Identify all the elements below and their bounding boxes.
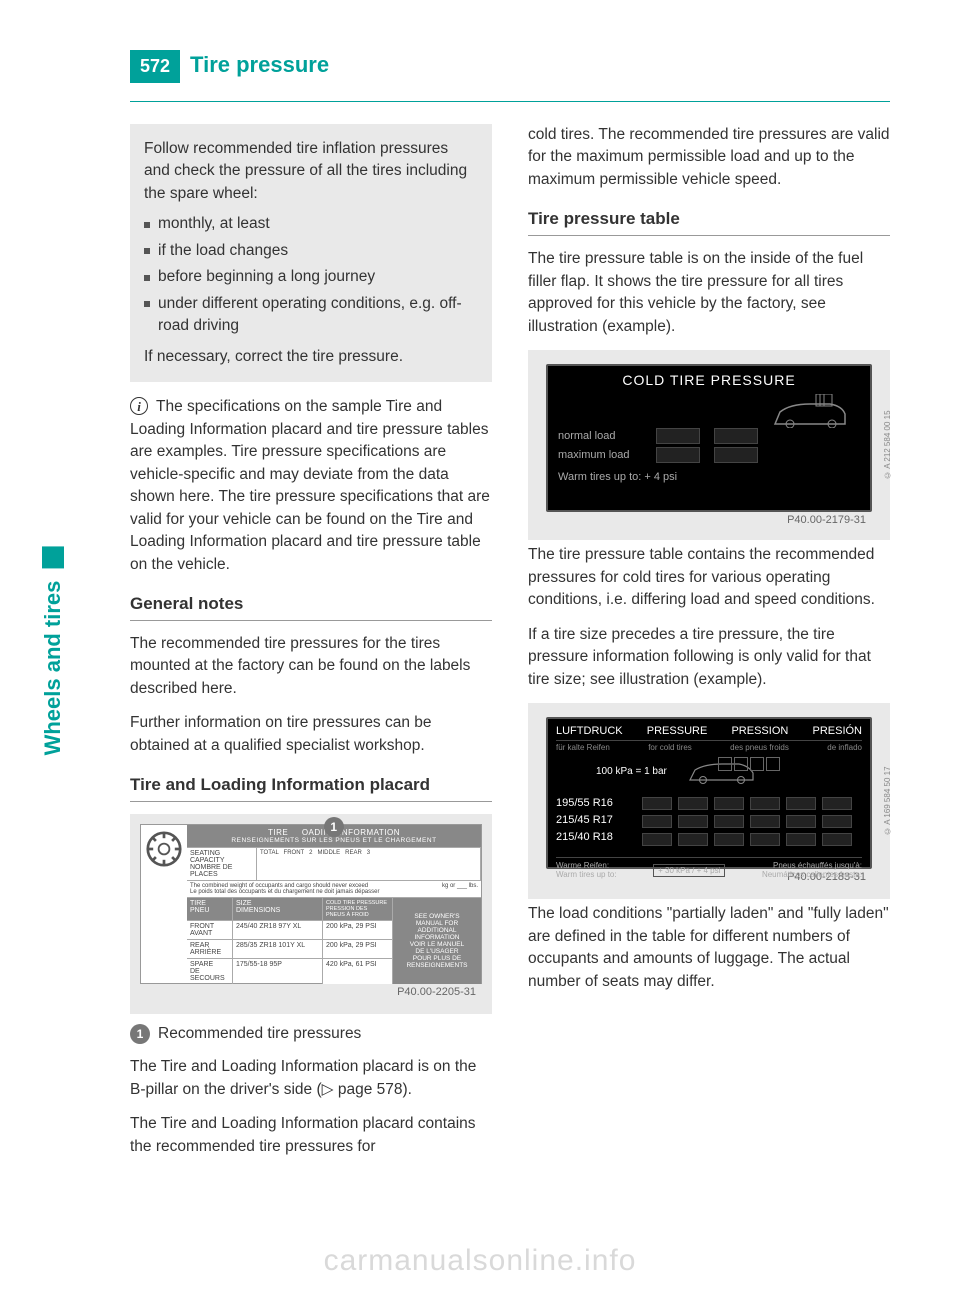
placard-title-a: TIRE — [268, 828, 288, 837]
page-ref: page 578 — [338, 1081, 403, 1098]
placard-p2: The Tire and Loading Information placard… — [130, 1113, 492, 1158]
placard-body: 1 TIRE OADING INFORMATION RENSEIGNEMENTS… — [187, 825, 481, 983]
callout-legend: 1 Recommended tire pressures — [130, 1024, 492, 1044]
placard-title-b: OADING INFORMATION — [302, 828, 400, 837]
ld-headers: LUFTDRUCK PRESSURE PRESSION PRESIÓN — [556, 725, 862, 741]
table-p1: The tire pressure table is on the inside… — [528, 248, 890, 338]
placard-subtitle: RENSEIGNEMENTS SUR LES PNEUS ET LE CHARG… — [187, 837, 481, 844]
page-header: 572 Tire pressure — [130, 50, 890, 83]
side-tab-label: Wheels and tires — [40, 581, 66, 756]
placard-graphic: 1 TIRE OADING INFORMATION RENSEIGNEMENTS… — [140, 824, 482, 984]
highlight-box: Follow recommended tire inflation pressu… — [130, 124, 492, 382]
table-p3: If a tire size precedes a tire pressure,… — [528, 624, 890, 691]
col2-intro: cold tires. The recommended tire pressur… — [528, 124, 890, 191]
ctp-footer: Warm tires up to: + 4 psi — [558, 471, 860, 483]
ld-values — [642, 792, 862, 851]
side-tab-marker — [42, 547, 64, 569]
info-text: The specifications on the sample Tire an… — [130, 398, 490, 572]
ld-grid: 195/55 R16 215/45 R17 215/40 R18 — [556, 792, 862, 851]
ld-mid: 100 kPa = 1 bar — [556, 758, 862, 784]
ctp-title: COLD TIRE PRESSURE — [558, 372, 860, 388]
ctp-value — [714, 447, 758, 463]
ctp-label: maximum load — [558, 449, 642, 461]
heading-placard: Tire and Loading Information placard — [130, 775, 492, 795]
header-rule — [130, 101, 890, 102]
col-press: COLD TIRE PRESSURE PRESSION DES PNEUS À … — [323, 898, 393, 920]
heading-rule — [130, 620, 492, 621]
placard-wheel-icon — [141, 825, 187, 983]
ctp-table: normal load maximum load — [558, 428, 860, 463]
columns: Follow recommended tire inflation pressu… — [130, 124, 890, 1170]
ld-footer: Warme Reifen: Warm tires up to: + 30 kPa… — [556, 857, 862, 879]
ctp-label: normal load — [558, 430, 642, 442]
ld-sizes: 195/55 R16 215/45 R17 215/40 R18 — [556, 792, 636, 851]
figure-copyright: © A 212 584 00 15 — [883, 411, 892, 480]
tire-size: 195/55 R16 — [556, 797, 636, 809]
figure-placard: 1 TIRE OADING INFORMATION RENSEIGNEMENTS… — [130, 814, 492, 1014]
figure-cold-tire-pressure: COLD TIRE PRESSURE normal load — [528, 350, 890, 540]
placard-seating-row: SEATING CAPACITY NOMBRE DE PLACES TOTAL … — [187, 847, 481, 880]
page: Wheels and tires 572 Tire pressure Follo… — [0, 0, 960, 1302]
placard-title: 1 TIRE OADING INFORMATION RENSEIGNEMENTS… — [187, 825, 481, 847]
figure-code: P40.00-2205-31 — [140, 984, 482, 1002]
watermark: carmanualsonline.info — [0, 1244, 960, 1278]
table-p2: The tire pressure table contains the rec… — [528, 544, 890, 611]
highlight-intro: Follow recommended tire inflation pressu… — [144, 138, 478, 205]
callout-number: 1 — [130, 1024, 150, 1044]
ld-conversion: 100 kPa = 1 bar — [596, 766, 667, 777]
placard-weight-row: The combined weight of occupants and car… — [187, 880, 481, 897]
side-tab: Wheels and tires — [40, 547, 66, 756]
page-ref-icon: ▷ — [322, 1081, 338, 1098]
ctp-value — [714, 428, 758, 444]
wheel-icon — [146, 831, 182, 867]
placard-data-rows: FRONT AVANT245/40 ZR18 97Y XL200 kPa, 29… — [187, 920, 393, 984]
callout-marker: 1 — [324, 817, 344, 837]
col-size: SIZE DIMENSIONS — [233, 898, 323, 920]
figure-pressure-table: LUFTDRUCK PRESSURE PRESSION PRESIÓN für … — [528, 703, 890, 899]
figure-copyright: © A 169 584 50 17 — [883, 767, 892, 836]
ctp-row: normal load — [558, 428, 860, 444]
ctp-value — [656, 447, 700, 463]
ld-sub: für kalte Reifen for cold tires des pneu… — [556, 743, 862, 752]
weight-line-fr: Le poids total des occupants et du charg… — [190, 889, 379, 895]
heading-general-notes: General notes — [130, 594, 492, 614]
bullet: before beginning a long journey — [144, 266, 478, 288]
general-notes-p1: The recommended tire pressures for the t… — [130, 633, 492, 700]
car-outline-icon — [770, 394, 850, 428]
ctp-value — [656, 428, 700, 444]
ld-foot-mid: + 30 kPa / + 4 psi — [653, 864, 725, 877]
page-number: 572 — [130, 50, 180, 83]
info-icon: i — [130, 397, 148, 415]
ld-panel: LUFTDRUCK PRESSURE PRESSION PRESIÓN für … — [546, 717, 872, 869]
highlight-outro: If necessary, correct the tire pressure. — [144, 346, 478, 368]
seating-label: SEATING CAPACITY — [190, 850, 253, 864]
info-note: i The specifications on the sample Tire … — [130, 396, 492, 576]
heading-table: Tire pressure table — [528, 209, 890, 229]
ctp-row: maximum load — [558, 447, 860, 463]
figure-code: P40.00-2179-31 — [546, 512, 872, 530]
heading-rule — [130, 801, 492, 802]
bullet: if the load changes — [144, 240, 478, 262]
tire-size: 215/40 R18 — [556, 831, 636, 843]
column-left: Follow recommended tire inflation pressu… — [130, 124, 492, 1170]
col-info: SEE OWNER'S MANUAL FOR ADDITIONAL INFORM… — [393, 898, 481, 984]
column-right: cold tires. The recommended tire pressur… — [528, 124, 890, 1170]
table-p4: The load conditions "partially laden" an… — [528, 903, 890, 993]
tire-size: 215/45 R17 — [556, 814, 636, 826]
highlight-list: monthly, at least if the load changes be… — [144, 213, 478, 337]
chapter-title: Tire pressure — [190, 52, 329, 78]
bullet: under different operating conditions, e.… — [144, 293, 478, 338]
bullet: monthly, at least — [144, 213, 478, 235]
heading-rule — [528, 235, 890, 236]
callout-text: Recommended tire pressures — [158, 1025, 361, 1043]
seating-label-fr: NOMBRE DE PLACES — [190, 864, 253, 878]
placard-table: TIRE PNEU SIZE DIMENSIONS COLD TIRE PRES… — [187, 897, 481, 984]
general-notes-p2: Further information on tire pressures ca… — [130, 712, 492, 757]
placard-p1: The Tire and Loading Information placard… — [130, 1056, 492, 1101]
ctp-panel: COLD TIRE PRESSURE normal load — [546, 364, 872, 512]
ld-load-icons — [718, 757, 780, 771]
col-tire: TIRE PNEU — [187, 898, 233, 920]
